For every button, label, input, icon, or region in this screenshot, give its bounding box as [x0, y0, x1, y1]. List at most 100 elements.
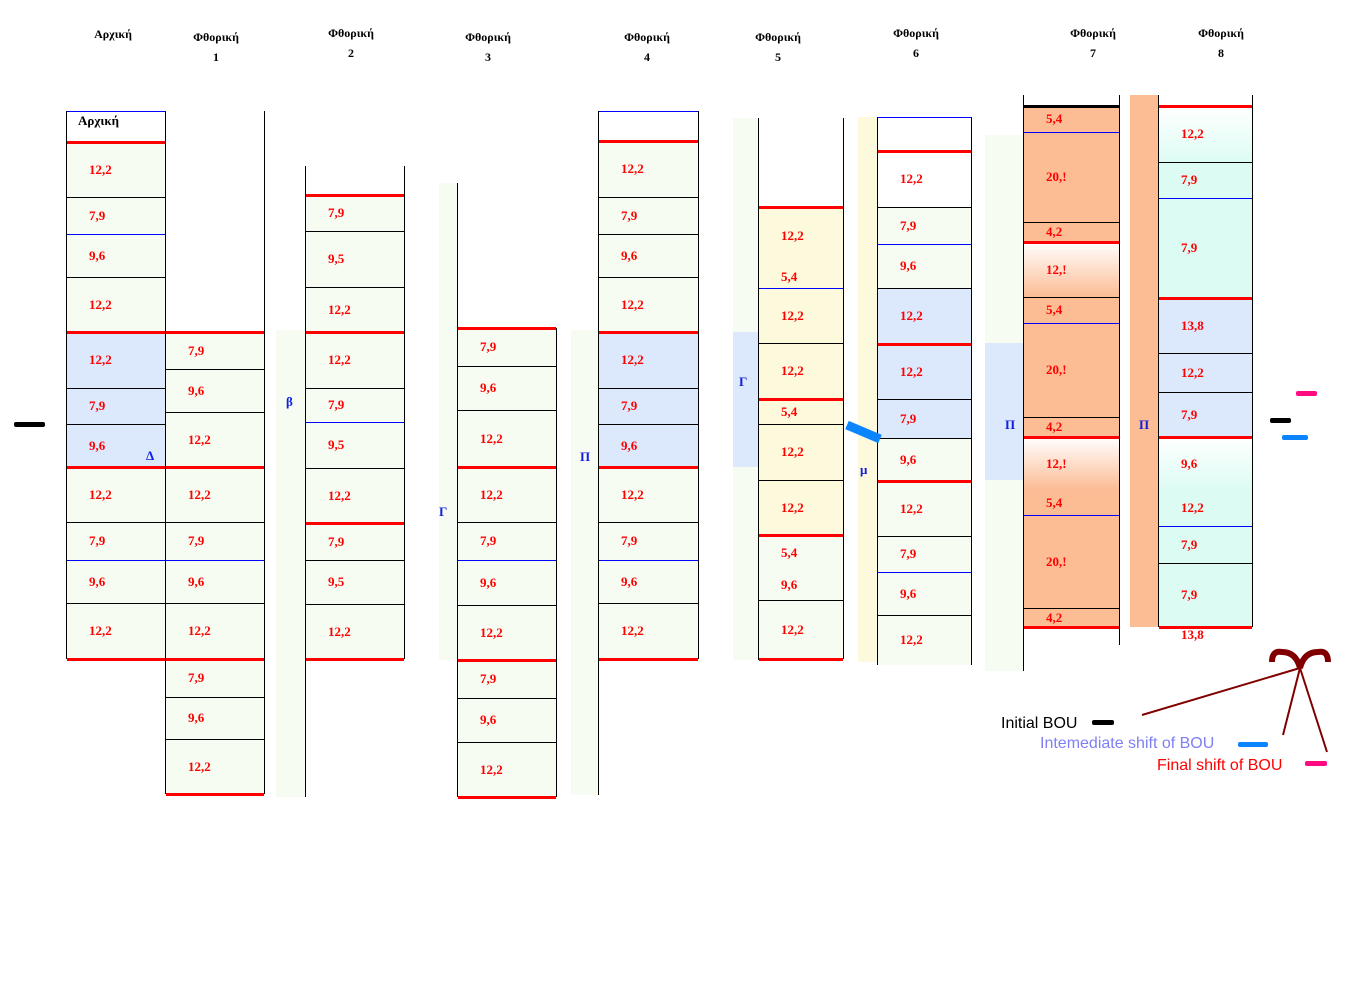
scale-boundary-line	[878, 536, 971, 537]
interval-cell: 9,5	[306, 231, 404, 287]
interval-cell: 9,6	[759, 570, 843, 600]
interval-cell: 12,2	[878, 344, 971, 399]
scale-column-fthoriki-1: 7,9 9,6 12,2 12,2 7,9 9,6 12,2 7,9 9,6 12,2	[165, 111, 265, 796]
interval-value: 5,4	[1046, 302, 1063, 317]
interval-value: 7,9	[188, 670, 205, 685]
interval-cell: 7,9	[1159, 198, 1252, 298]
scale-boundary-line	[67, 522, 165, 523]
interval-cell: 7,9	[458, 328, 556, 366]
scale-boundary-line	[458, 698, 556, 699]
interval-cell: 12,2	[878, 288, 971, 344]
scale-boundary-line	[599, 424, 698, 425]
interval-cell: 9,5	[306, 422, 404, 468]
scale-boundary-line	[759, 398, 843, 401]
scale-boundary-line	[759, 480, 843, 481]
interval-cell: 7,9	[306, 195, 404, 231]
interval-value: 9,6	[781, 577, 798, 592]
scale-boundary-line	[306, 422, 404, 423]
scale-boundary-line	[306, 287, 404, 288]
column-header-number: 7	[1090, 46, 1096, 60]
interval-value: 7,9	[621, 533, 638, 548]
strip-shift-region	[733, 332, 758, 467]
interval-cell: 7,9	[599, 388, 698, 424]
scale-boundary-line	[458, 366, 556, 367]
interval-value: 12,2	[781, 444, 804, 459]
interval-cell: 5,4	[1024, 490, 1119, 515]
interval-value: 7,9	[1181, 240, 1198, 255]
scale-boundary-line	[458, 742, 556, 743]
interval-value: 20,!	[1046, 553, 1067, 569]
interval-value: 12,2	[89, 296, 112, 312]
interval-cell: 12,2	[599, 467, 698, 522]
scale-boundary-line	[458, 466, 556, 469]
interval-value: 12,2	[621, 623, 644, 638]
interval-cell: 7,9	[166, 332, 264, 369]
scale-boundary-line	[458, 796, 556, 799]
scale-boundary-line	[599, 331, 698, 334]
scale-boundary-line	[306, 604, 404, 605]
scale-boundary-line	[458, 522, 556, 523]
interval-value: 9,6	[1181, 455, 1198, 471]
interval-cell: 7,9	[166, 659, 264, 697]
scale-boundary-line	[166, 793, 264, 796]
scale-boundary-line	[1159, 436, 1252, 439]
scale-boundary-line	[599, 197, 698, 198]
partial-scale-strip	[1130, 95, 1159, 627]
interval-cell: 12,2	[166, 467, 264, 522]
scale-boundary-line	[67, 141, 165, 144]
interval-value: 7,9	[480, 339, 497, 354]
interval-cell: 7,9	[306, 388, 404, 422]
interval-value: 12,2	[781, 228, 804, 243]
interval-value: 12,2	[328, 623, 351, 639]
base-note-marker: Π	[1139, 417, 1150, 432]
scale-boundary-line	[759, 424, 843, 425]
interval-value: 9,6	[900, 451, 917, 467]
scale-boundary-line	[67, 277, 165, 278]
interval-value: 7,9	[900, 546, 917, 561]
column-header-title: Αρχική	[94, 27, 132, 41]
interval-cell: 7,9	[1159, 526, 1252, 563]
interval-value: 9,6	[900, 585, 917, 601]
interval-cell: 7,9	[458, 660, 556, 698]
interval-cell: 9,5	[306, 560, 404, 604]
scale-boundary-line	[166, 658, 264, 661]
interval-value: 7,9	[89, 533, 106, 548]
interval-value: 7,9	[1181, 536, 1198, 552]
legend-final-swatch	[1305, 761, 1327, 766]
scale-boundary-line	[878, 150, 971, 153]
column-header: Φθορική 7	[1048, 23, 1138, 63]
interval-cell: 4,2	[1024, 222, 1119, 242]
scale-boundary-line	[1159, 297, 1252, 300]
interval-value: 12,2	[188, 431, 211, 447]
scale-boundary-line	[599, 560, 698, 561]
scale-boundary-line	[67, 197, 165, 198]
scale-boundary-line	[166, 603, 264, 604]
interval-cell: 9,6	[458, 366, 556, 410]
interval-value: 9,5	[328, 574, 345, 589]
interval-value: 7,9	[89, 398, 106, 413]
interval-cell: 9,6	[599, 424, 698, 467]
interval-cell: 7,9	[1159, 392, 1252, 437]
scale-boundary-line	[599, 388, 698, 389]
legend-intermediate-label: Intemediate shift of BOU	[1040, 735, 1215, 752]
interval-value: 12,2	[1181, 500, 1204, 515]
interval-cell: 9,6	[166, 369, 264, 412]
scale-boundary-line	[306, 522, 404, 525]
scale-boundary-line	[599, 522, 698, 523]
interval-value: 12,2	[328, 301, 351, 317]
interval-cell: 7,9	[67, 388, 165, 424]
initial-bou-marker	[14, 422, 45, 427]
scale-boundary-line	[306, 468, 404, 469]
scale-column-fthoriki-7: 5,4 20,! 4,2 12,! 5,4 20,! 4,2 12,! 5,4 20,! 4,2	[1023, 95, 1120, 629]
interval-cell: 9,6	[458, 698, 556, 742]
interval-value: 12,2	[621, 486, 644, 502]
scale-boundary-line	[1024, 323, 1119, 324]
interval-cell: 9,6	[878, 438, 971, 481]
column-header: Φθορική 5	[733, 27, 823, 67]
scale-boundary-line	[599, 140, 698, 143]
interval-cell: 12,2	[599, 277, 698, 332]
interval-cell: 12,2	[67, 142, 165, 197]
scale-boundary-line	[166, 412, 264, 413]
interval-cell: 9,6	[166, 697, 264, 739]
interval-value: 12,2	[900, 171, 923, 186]
